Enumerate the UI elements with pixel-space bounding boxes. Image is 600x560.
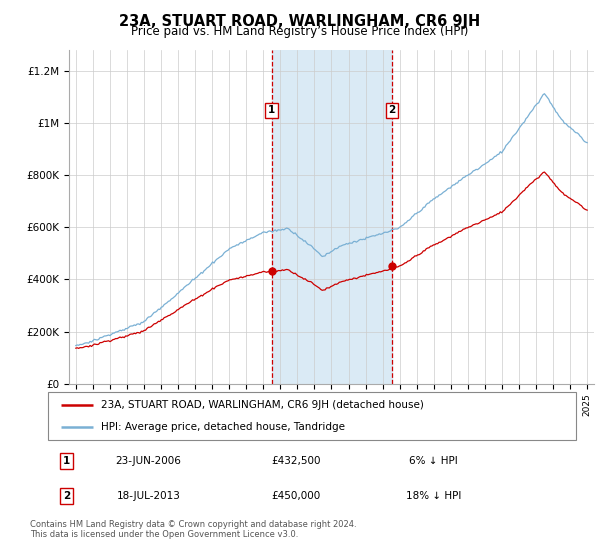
Text: Price paid vs. HM Land Registry’s House Price Index (HPI): Price paid vs. HM Land Registry’s House … xyxy=(131,25,469,38)
Text: 23A, STUART ROAD, WARLINGHAM, CR6 9JH (detached house): 23A, STUART ROAD, WARLINGHAM, CR6 9JH (d… xyxy=(101,400,424,410)
Text: £450,000: £450,000 xyxy=(272,491,321,501)
Text: Contains HM Land Registry data © Crown copyright and database right 2024.
This d: Contains HM Land Registry data © Crown c… xyxy=(30,520,356,539)
Text: 18% ↓ HPI: 18% ↓ HPI xyxy=(406,491,461,501)
Text: 2: 2 xyxy=(388,105,395,115)
Text: 1: 1 xyxy=(63,456,70,465)
Bar xyxy=(271,50,392,384)
Text: 2: 2 xyxy=(63,491,70,501)
Text: 6% ↓ HPI: 6% ↓ HPI xyxy=(409,456,458,465)
Text: 1: 1 xyxy=(268,105,275,115)
FancyBboxPatch shape xyxy=(48,392,576,440)
Text: 23-JUN-2006: 23-JUN-2006 xyxy=(115,456,181,465)
Text: 23A, STUART ROAD, WARLINGHAM, CR6 9JH: 23A, STUART ROAD, WARLINGHAM, CR6 9JH xyxy=(119,14,481,29)
Text: £432,500: £432,500 xyxy=(271,456,321,465)
Text: 18-JUL-2013: 18-JUL-2013 xyxy=(116,491,180,501)
Text: HPI: Average price, detached house, Tandridge: HPI: Average price, detached house, Tand… xyxy=(101,422,345,432)
